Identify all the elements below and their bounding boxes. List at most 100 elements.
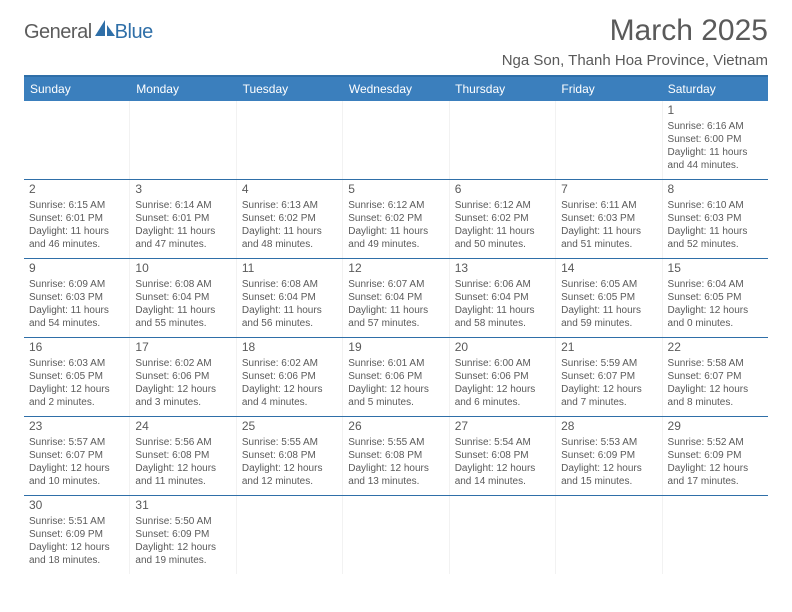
sunset-text: Sunset: 6:03 PM <box>561 212 656 225</box>
sunset-text: Sunset: 6:01 PM <box>135 212 230 225</box>
day-number: 6 <box>455 182 550 198</box>
sunrise-text: Sunrise: 6:11 AM <box>561 199 656 212</box>
day-cell: 11Sunrise: 6:08 AMSunset: 6:04 PMDayligh… <box>237 259 343 337</box>
daylight-text: Daylight: 11 hours <box>668 225 763 238</box>
sunrise-text: Sunrise: 6:06 AM <box>455 278 550 291</box>
day-cell: 6Sunrise: 6:12 AMSunset: 6:02 PMDaylight… <box>450 180 556 258</box>
daylight-text: Daylight: 12 hours <box>242 383 337 396</box>
daylight-text: Daylight: 12 hours <box>29 541 124 554</box>
empty-cell <box>450 496 556 574</box>
empty-cell <box>450 101 556 179</box>
sunrise-text: Sunrise: 6:10 AM <box>668 199 763 212</box>
sunset-text: Sunset: 6:04 PM <box>242 291 337 304</box>
daylight-text: and 59 minutes. <box>561 317 656 330</box>
logo-text-general: General <box>24 21 92 44</box>
daylight-text: Daylight: 12 hours <box>29 462 124 475</box>
day-header: Thursday <box>449 77 555 101</box>
day-cell: 7Sunrise: 6:11 AMSunset: 6:03 PMDaylight… <box>556 180 662 258</box>
empty-cell <box>556 496 662 574</box>
day-cell: 12Sunrise: 6:07 AMSunset: 6:04 PMDayligh… <box>343 259 449 337</box>
sunset-text: Sunset: 6:08 PM <box>135 449 230 462</box>
sunset-text: Sunset: 6:07 PM <box>29 449 124 462</box>
sunset-text: Sunset: 6:05 PM <box>29 370 124 383</box>
sunset-text: Sunset: 6:09 PM <box>135 528 230 541</box>
daylight-text: Daylight: 11 hours <box>561 225 656 238</box>
day-cell: 27Sunrise: 5:54 AMSunset: 6:08 PMDayligh… <box>450 417 556 495</box>
day-cell: 22Sunrise: 5:58 AMSunset: 6:07 PMDayligh… <box>663 338 768 416</box>
daylight-text: and 18 minutes. <box>29 554 124 567</box>
day-number: 11 <box>242 261 337 277</box>
daylight-text: and 44 minutes. <box>668 159 763 172</box>
sunrise-text: Sunrise: 6:00 AM <box>455 357 550 370</box>
day-cell: 13Sunrise: 6:06 AMSunset: 6:04 PMDayligh… <box>450 259 556 337</box>
daylight-text: Daylight: 12 hours <box>668 462 763 475</box>
sunset-text: Sunset: 6:07 PM <box>668 370 763 383</box>
sunset-text: Sunset: 6:05 PM <box>561 291 656 304</box>
day-number: 23 <box>29 419 124 435</box>
day-header-row: SundayMondayTuesdayWednesdayThursdayFrid… <box>24 77 768 101</box>
day-cell: 19Sunrise: 6:01 AMSunset: 6:06 PMDayligh… <box>343 338 449 416</box>
daylight-text: and 12 minutes. <box>242 475 337 488</box>
day-number: 29 <box>668 419 763 435</box>
day-cell: 18Sunrise: 6:02 AMSunset: 6:06 PMDayligh… <box>237 338 343 416</box>
daylight-text: Daylight: 12 hours <box>135 383 230 396</box>
daylight-text: Daylight: 11 hours <box>135 304 230 317</box>
sunrise-text: Sunrise: 5:53 AM <box>561 436 656 449</box>
sunset-text: Sunset: 6:02 PM <box>455 212 550 225</box>
daylight-text: Daylight: 11 hours <box>348 225 443 238</box>
sunrise-text: Sunrise: 6:15 AM <box>29 199 124 212</box>
sunset-text: Sunset: 6:08 PM <box>455 449 550 462</box>
day-cell: 14Sunrise: 6:05 AMSunset: 6:05 PMDayligh… <box>556 259 662 337</box>
logo-text-blue: Blue <box>115 21 153 44</box>
week-row: 9Sunrise: 6:09 AMSunset: 6:03 PMDaylight… <box>24 259 768 338</box>
sunrise-text: Sunrise: 5:55 AM <box>242 436 337 449</box>
day-number: 22 <box>668 340 763 356</box>
weeks-container: 1Sunrise: 6:16 AMSunset: 6:00 PMDaylight… <box>24 101 768 574</box>
sunset-text: Sunset: 6:03 PM <box>29 291 124 304</box>
daylight-text: Daylight: 12 hours <box>455 462 550 475</box>
day-cell: 3Sunrise: 6:14 AMSunset: 6:01 PMDaylight… <box>130 180 236 258</box>
sunrise-text: Sunrise: 5:56 AM <box>135 436 230 449</box>
sunset-text: Sunset: 6:05 PM <box>668 291 763 304</box>
week-row: 16Sunrise: 6:03 AMSunset: 6:05 PMDayligh… <box>24 338 768 417</box>
day-number: 30 <box>29 498 124 514</box>
daylight-text: and 3 minutes. <box>135 396 230 409</box>
day-cell: 23Sunrise: 5:57 AMSunset: 6:07 PMDayligh… <box>24 417 130 495</box>
sunrise-text: Sunrise: 5:52 AM <box>668 436 763 449</box>
daylight-text: and 10 minutes. <box>29 475 124 488</box>
daylight-text: and 6 minutes. <box>455 396 550 409</box>
month-title: March 2025 <box>502 14 768 48</box>
sunset-text: Sunset: 6:00 PM <box>668 133 763 146</box>
daylight-text: and 11 minutes. <box>135 475 230 488</box>
logo-sail-icon <box>95 20 117 43</box>
daylight-text: Daylight: 11 hours <box>242 304 337 317</box>
empty-cell <box>237 496 343 574</box>
sunrise-text: Sunrise: 6:12 AM <box>455 199 550 212</box>
daylight-text: and 19 minutes. <box>135 554 230 567</box>
daylight-text: and 15 minutes. <box>561 475 656 488</box>
daylight-text: and 0 minutes. <box>668 317 763 330</box>
daylight-text: and 17 minutes. <box>668 475 763 488</box>
day-number: 14 <box>561 261 656 277</box>
day-number: 4 <box>242 182 337 198</box>
sunset-text: Sunset: 6:09 PM <box>561 449 656 462</box>
sunset-text: Sunset: 6:04 PM <box>348 291 443 304</box>
sunset-text: Sunset: 6:02 PM <box>242 212 337 225</box>
daylight-text: and 5 minutes. <box>348 396 443 409</box>
sunrise-text: Sunrise: 6:14 AM <box>135 199 230 212</box>
day-header: Tuesday <box>237 77 343 101</box>
daylight-text: Daylight: 11 hours <box>668 146 763 159</box>
title-block: March 2025 Nga Son, Thanh Hoa Province, … <box>502 14 768 69</box>
sunrise-text: Sunrise: 5:54 AM <box>455 436 550 449</box>
daylight-text: and 55 minutes. <box>135 317 230 330</box>
day-cell: 8Sunrise: 6:10 AMSunset: 6:03 PMDaylight… <box>663 180 768 258</box>
daylight-text: and 14 minutes. <box>455 475 550 488</box>
sunset-text: Sunset: 6:06 PM <box>242 370 337 383</box>
daylight-text: Daylight: 11 hours <box>455 225 550 238</box>
day-number: 5 <box>348 182 443 198</box>
week-row: 23Sunrise: 5:57 AMSunset: 6:07 PMDayligh… <box>24 417 768 496</box>
sunrise-text: Sunrise: 5:58 AM <box>668 357 763 370</box>
day-number: 7 <box>561 182 656 198</box>
day-number: 12 <box>348 261 443 277</box>
sunrise-text: Sunrise: 6:01 AM <box>348 357 443 370</box>
